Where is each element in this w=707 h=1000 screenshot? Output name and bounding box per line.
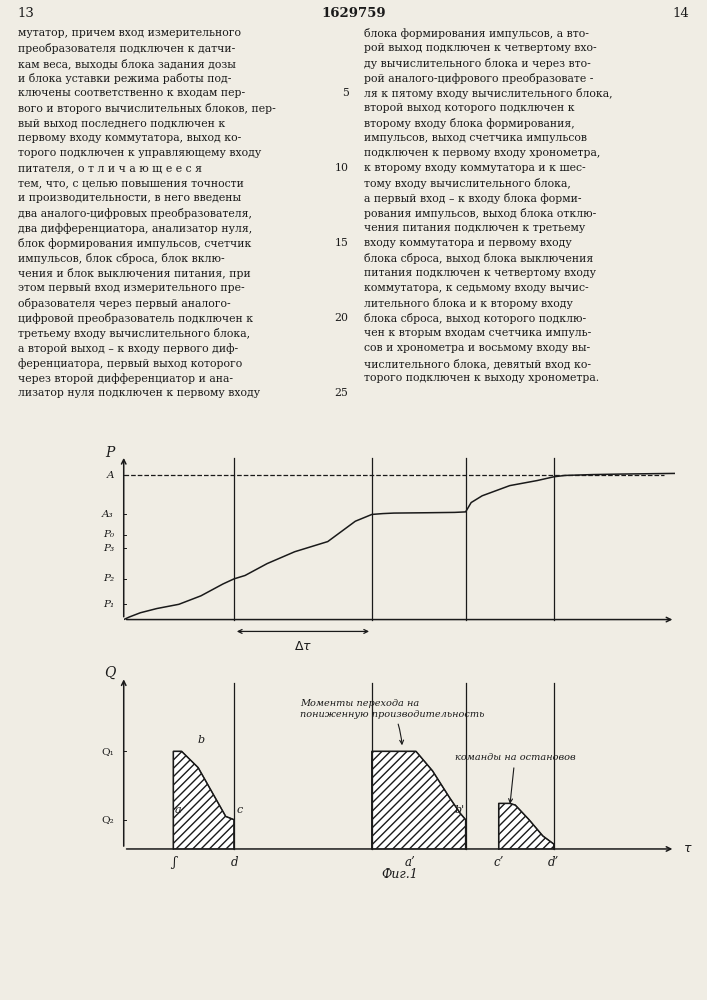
Text: a’: a’: [405, 856, 416, 869]
Text: лизатор нуля подключен к первому входу: лизатор нуля подключен к первому входу: [18, 388, 259, 398]
Text: Моменты перехода на
пониженную производительность: Моменты перехода на пониженную производи…: [300, 699, 484, 744]
Text: вого и второго вычислительных блоков, пер-: вого и второго вычислительных блоков, пе…: [18, 103, 276, 114]
Text: b': b': [455, 805, 464, 815]
Text: ференциатора, первый выход которого: ференциатора, первый выход которого: [18, 358, 242, 369]
Polygon shape: [498, 803, 554, 849]
Text: торого подключен к выходу хронометра.: торого подключен к выходу хронометра.: [364, 373, 600, 383]
Text: 20: 20: [334, 313, 349, 323]
Text: P: P: [105, 446, 115, 460]
Text: тем, что, с целью повышения точности: тем, что, с целью повышения точности: [18, 178, 243, 188]
Text: блока сброса, выход блока выключения: блока сброса, выход блока выключения: [364, 253, 593, 264]
Text: цифровой преобразователь подключен к: цифровой преобразователь подключен к: [18, 313, 253, 324]
Text: а первый вход – к входу блока форми-: а первый вход – к входу блока форми-: [364, 193, 582, 204]
Text: к второму входу коммутатора и к шес-: к второму входу коммутатора и к шес-: [364, 163, 585, 173]
Text: P₃: P₃: [103, 544, 114, 553]
Text: P₂: P₂: [103, 574, 114, 583]
Text: 15: 15: [334, 238, 349, 248]
Text: кам веса, выходы блока задания дозы: кам веса, выходы блока задания дозы: [18, 58, 235, 69]
Text: чен к вторым входам счетчика импуль-: чен к вторым входам счетчика импуль-: [364, 328, 591, 338]
Text: Фиг.1: Фиг.1: [381, 868, 418, 881]
Text: второму входу блока формирования,: второму входу блока формирования,: [364, 118, 575, 129]
Text: тому входу вычислительного блока,: тому входу вычислительного блока,: [364, 178, 571, 189]
Text: 25: 25: [334, 388, 349, 398]
Text: 13: 13: [18, 7, 35, 20]
Text: 5: 5: [341, 88, 349, 98]
Text: и производительности, в него введены: и производительности, в него введены: [18, 193, 241, 203]
Text: питателя, о т л и ч а ю щ е е с я: питателя, о т л и ч а ю щ е е с я: [18, 163, 201, 173]
Text: преобразователя подключен к датчи-: преобразователя подключен к датчи-: [18, 43, 235, 54]
Text: входу коммутатора и первому входу: входу коммутатора и первому входу: [364, 238, 572, 248]
Text: блока формирования импульсов, а вто-: блока формирования импульсов, а вто-: [364, 28, 589, 39]
Text: этом первый вход измерительного пре-: этом первый вход измерительного пре-: [18, 283, 245, 293]
Text: $\Delta\tau$: $\Delta\tau$: [294, 640, 312, 653]
Text: ду вычислительного блока и через вто-: ду вычислительного блока и через вто-: [364, 58, 591, 69]
Text: импульсов, блок сброса, блок вклю-: импульсов, блок сброса, блок вклю-: [18, 253, 224, 264]
Text: чения и блок выключения питания, при: чения и блок выключения питания, при: [18, 268, 250, 279]
Text: c’: c’: [493, 856, 504, 869]
Text: два аналого-цифровых преобразователя,: два аналого-цифровых преобразователя,: [18, 208, 252, 219]
Text: a: a: [175, 805, 181, 815]
Text: ля к пятому входу вычислительного блока,: ля к пятому входу вычислительного блока,: [364, 88, 613, 99]
Text: первому входу коммутатора, выход ко-: первому входу коммутатора, выход ко-: [18, 133, 241, 143]
Text: два дифференциатора, анализатор нуля,: два дифференциатора, анализатор нуля,: [18, 223, 252, 234]
Text: блока сброса, выход которого подклю-: блока сброса, выход которого подклю-: [364, 313, 586, 324]
Text: c: c: [237, 805, 243, 815]
Text: через второй дифференциатор и ана-: через второй дифференциатор и ана-: [18, 373, 233, 384]
Text: Q: Q: [104, 666, 116, 680]
Text: третьему входу вычислительного блока,: третьему входу вычислительного блока,: [18, 328, 250, 339]
Text: рой выход подключен к четвертому вхо-: рой выход подключен к четвертому вхо-: [364, 43, 597, 53]
Text: блок формирования импульсов, счетчик: блок формирования импульсов, счетчик: [18, 238, 251, 249]
Text: P₁: P₁: [103, 600, 114, 609]
Text: P₀: P₀: [103, 530, 114, 539]
Text: а второй выход – к входу первого диф-: а второй выход – к входу первого диф-: [18, 343, 238, 354]
Text: числительного блока, девятый вход ко-: числительного блока, девятый вход ко-: [364, 358, 591, 369]
Text: мутатор, причем вход измерительного: мутатор, причем вход измерительного: [18, 28, 240, 38]
Text: d: d: [230, 856, 238, 869]
Text: Q₁: Q₁: [101, 747, 114, 756]
Text: рой аналого-цифрового преобразовате -: рой аналого-цифрового преобразовате -: [364, 73, 593, 84]
Text: Q₂: Q₂: [101, 815, 114, 824]
Text: образователя через первый аналого-: образователя через первый аналого-: [18, 298, 230, 309]
Text: команды на остановов: команды на остановов: [455, 753, 575, 803]
Text: A: A: [106, 471, 114, 480]
Polygon shape: [173, 751, 234, 849]
Text: питания подключен к четвертому входу: питания подключен к четвертому входу: [364, 268, 596, 278]
Text: ʃ: ʃ: [172, 856, 175, 869]
Text: рования импульсов, выход блока отклю-: рования импульсов, выход блока отклю-: [364, 208, 597, 219]
Polygon shape: [372, 751, 466, 849]
Text: b: b: [197, 735, 204, 745]
Text: второй выход которого подключен к: второй выход которого подключен к: [364, 103, 575, 113]
Text: 10: 10: [334, 163, 349, 173]
Text: лительного блока и к второму входу: лительного блока и к второму входу: [364, 298, 573, 309]
Text: 14: 14: [672, 7, 689, 20]
Text: подключен к первому входу хронометра,: подключен к первому входу хронометра,: [364, 148, 600, 158]
Text: A₃: A₃: [103, 510, 114, 519]
Text: и блока уставки режима работы под-: и блока уставки режима работы под-: [18, 73, 231, 84]
Text: коммутатора, к седьмому входу вычис-: коммутатора, к седьмому входу вычис-: [364, 283, 589, 293]
Text: вый выход последнего подключен к: вый выход последнего подключен к: [18, 118, 225, 128]
Text: торого подключен к управляющему входу: торого подключен к управляющему входу: [18, 148, 261, 158]
Text: 1629759: 1629759: [321, 7, 386, 20]
Text: $\tau$: $\tau$: [684, 842, 693, 855]
Text: сов и хронометра и восьмому входу вы-: сов и хронометра и восьмому входу вы-: [364, 343, 590, 353]
Text: d’: d’: [548, 856, 559, 869]
Text: импульсов, выход счетчика импульсов: импульсов, выход счетчика импульсов: [364, 133, 587, 143]
Text: чения питания подключен к третьему: чения питания подключен к третьему: [364, 223, 585, 233]
Text: ключены соответственно к входам пер-: ключены соответственно к входам пер-: [18, 88, 245, 98]
